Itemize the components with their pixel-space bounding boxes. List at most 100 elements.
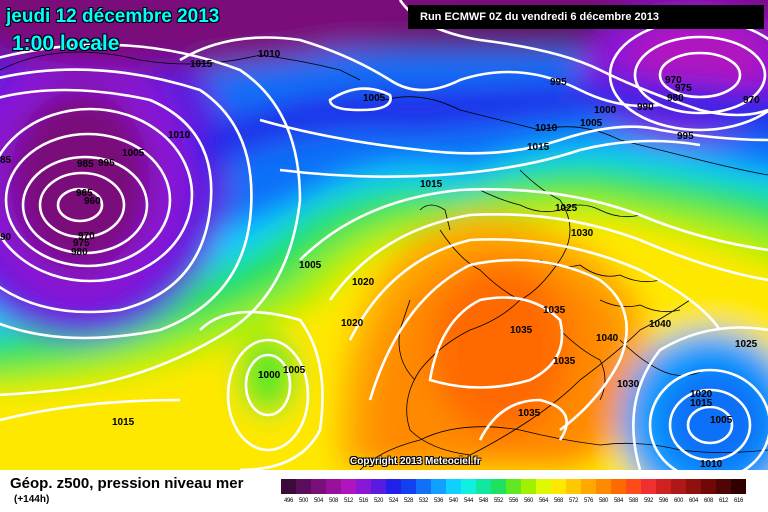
pressure-label: 995 — [98, 158, 115, 169]
color-scale-swatch — [716, 479, 731, 494]
color-scale-label: 592 — [643, 498, 654, 504]
forecast-time: 1:00 locale — [12, 32, 120, 55]
color-scale-label: 588 — [628, 498, 639, 504]
color-scale-swatch — [326, 479, 341, 494]
pressure-label: 1000 — [594, 105, 617, 116]
color-scale-swatch — [611, 479, 626, 494]
pressure-label: 980 — [71, 247, 88, 258]
pressure-label: 965 — [76, 188, 93, 199]
color-scale-swatch — [656, 479, 671, 494]
legend-subtitle: (+144h) — [14, 494, 50, 505]
color-scale-label: 512 — [343, 498, 354, 504]
pressure-label: 1015 — [690, 398, 713, 409]
pressure-label: 1030 — [571, 228, 594, 239]
pressure-label: 980 — [667, 93, 684, 104]
pressure-label: 1020 — [341, 318, 364, 329]
map-panel: 1015 1010 1005 995 970 975 980 990 1000 … — [0, 0, 768, 470]
color-scale-swatch — [551, 479, 566, 494]
color-scale-label: 504 — [313, 498, 324, 504]
pressure-label: 985 — [77, 159, 94, 170]
color-scale-label: 500 — [298, 498, 309, 504]
color-scale-label: 496 — [283, 498, 294, 504]
forecast-date: jeudi 12 décembre 2013 — [6, 6, 220, 27]
color-scale-label: 568 — [553, 498, 564, 504]
pressure-label: 90 — [0, 232, 12, 243]
color-scale-label: 552 — [493, 498, 504, 504]
color-scale-label: 612 — [718, 498, 729, 504]
isobars — [0, 0, 768, 470]
pressure-label: 1025 — [735, 339, 758, 350]
pressure-label: 960 — [84, 196, 101, 207]
pressure-map: 1015 1010 1005 995 970 975 980 990 1000 … — [0, 0, 768, 470]
color-scale-swatch — [416, 479, 431, 494]
color-scale-swatch — [596, 479, 611, 494]
pressure-label: 1015 — [527, 142, 550, 153]
pressure-labels: 1015 1010 1005 995 970 975 980 990 1000 … — [0, 49, 760, 470]
pressure-label: 970 — [665, 75, 682, 86]
color-scale-swatch — [296, 479, 311, 494]
color-scale-swatch — [371, 479, 386, 494]
color-scale-label: 584 — [613, 498, 624, 504]
color-scale-label: 604 — [688, 498, 699, 504]
pressure-label: 1015 — [420, 179, 443, 190]
pressure-label: 1010 — [258, 49, 281, 60]
pressure-label: 995 — [550, 77, 567, 88]
color-scale-swatch — [536, 479, 551, 494]
color-scale-label: 576 — [583, 498, 594, 504]
color-scale-label: 544 — [463, 498, 474, 504]
color-scale-label: 520 — [373, 498, 384, 504]
color-scale-swatches — [281, 479, 746, 494]
pressure-label: 1040 — [596, 333, 619, 344]
color-scale-swatch — [581, 479, 596, 494]
pressure-label: 1030 — [617, 379, 640, 390]
color-scale-label: 528 — [403, 498, 414, 504]
pressure-label: 1005 — [363, 93, 386, 104]
color-scale-label: 556 — [508, 498, 519, 504]
pressure-label: 1040 — [649, 319, 672, 330]
legend-title: Géop. z500, pression niveau mer — [10, 475, 244, 492]
color-scale-label: 548 — [478, 498, 489, 504]
pressure-label: 1010 — [535, 123, 558, 134]
pressure-label: 1005 — [122, 148, 145, 159]
pressure-label: 970 — [743, 95, 760, 106]
color-scale-labels: 496 500 504 508 512 516 520 524 528 532 536 540 544 5… — [281, 498, 746, 510]
color-scale-swatch — [281, 479, 296, 494]
color-scale-swatch — [626, 479, 641, 494]
pressure-label: 1005 — [580, 118, 603, 129]
color-scale-swatch — [566, 479, 581, 494]
color-scale-swatch — [686, 479, 701, 494]
pressure-label: 995 — [677, 131, 694, 142]
color-scale-swatch — [446, 479, 461, 494]
pressure-label: 1025 — [555, 203, 578, 214]
color-scale-swatch — [671, 479, 686, 494]
run-info: Run ECMWF 0Z du vendredi 6 décembre 2013 — [408, 5, 764, 29]
pressure-label: 1035 — [543, 305, 566, 316]
color-scale-swatch — [401, 479, 416, 494]
pressure-label: 1005 — [283, 365, 306, 376]
color-scale-label: 616 — [733, 498, 744, 504]
color-scale-label: 580 — [598, 498, 609, 504]
color-scale-swatch — [311, 479, 326, 494]
pressure-label: 975 — [73, 238, 90, 249]
pressure-label: 975 — [675, 83, 692, 94]
color-scale-swatch — [491, 479, 506, 494]
pressure-label: 1010 — [700, 459, 723, 470]
pressure-label: 85 — [0, 155, 12, 166]
color-scale-label: 596 — [658, 498, 669, 504]
color-scale-label: 508 — [328, 498, 339, 504]
color-scale-label: 524 — [388, 498, 399, 504]
color-scale-swatch — [701, 479, 716, 494]
color-scale-label: 540 — [448, 498, 459, 504]
pressure-label: 990 — [637, 102, 654, 113]
copyright: Copyright 2013 Meteociel.fr — [350, 456, 481, 467]
color-scale-swatch — [431, 479, 446, 494]
color-scale-swatch — [641, 479, 656, 494]
color-scale-swatch — [461, 479, 476, 494]
pressure-label: 1020 — [352, 277, 375, 288]
legend-bar: Géop. z500, pression niveau mer (+144h) … — [0, 470, 768, 512]
color-scale-swatch — [356, 479, 371, 494]
color-scale: 496 500 504 508 512 516 520 524 528 532 536 540 544 5… — [281, 479, 746, 509]
pressure-label: 1035 — [510, 325, 533, 336]
pressure-label: 1010 — [168, 130, 191, 141]
